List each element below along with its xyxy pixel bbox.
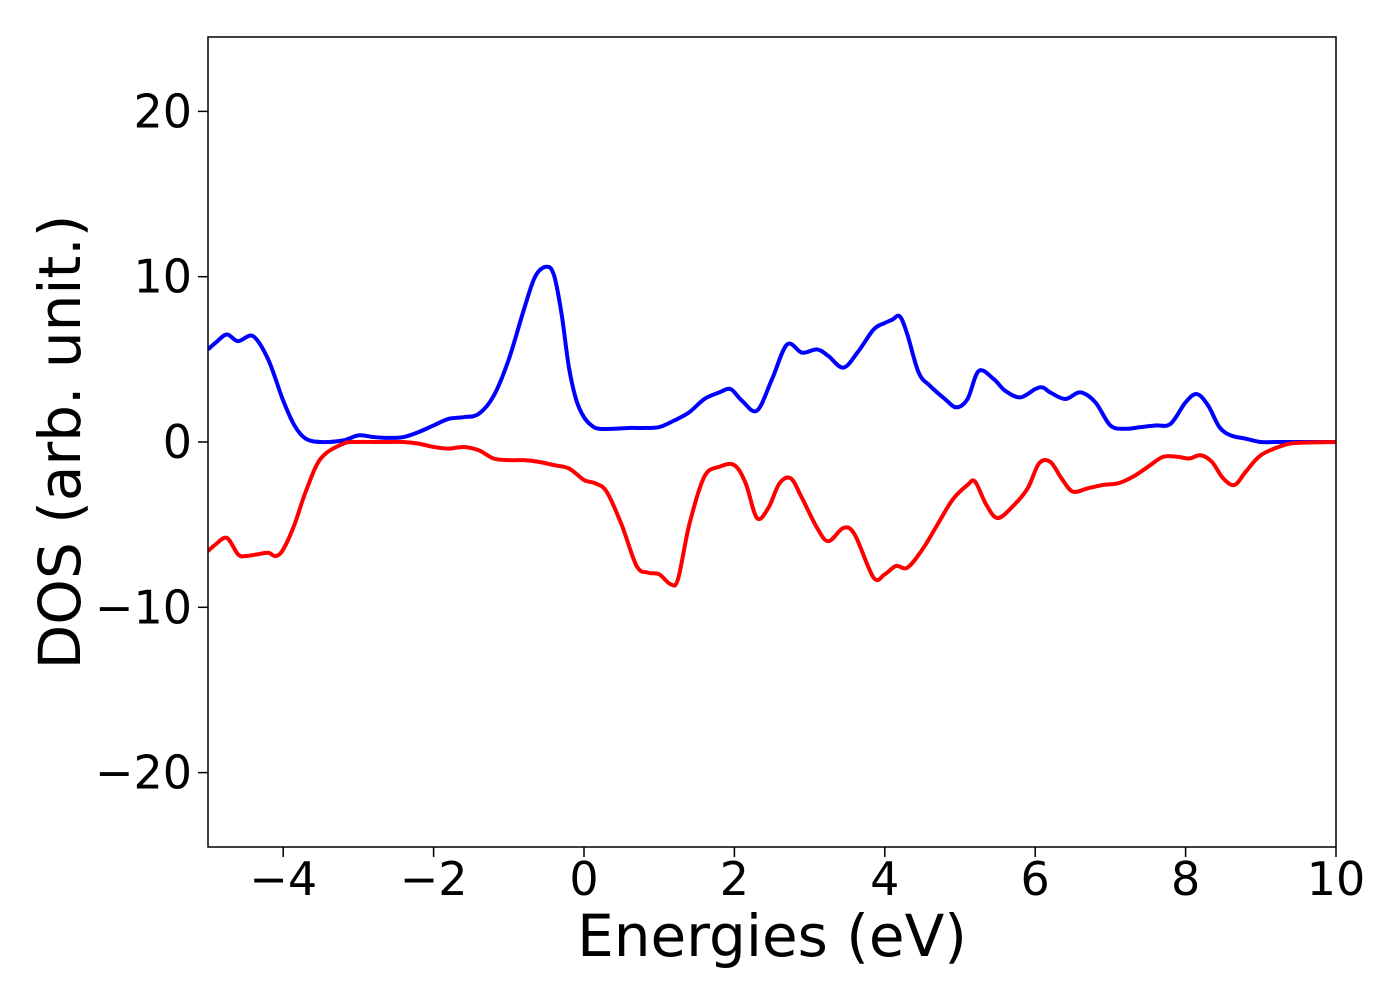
y-axis-label: DOS (arb. unit.) (26, 215, 94, 670)
x-tick-label: 2 (720, 852, 749, 906)
series-line-2 (208, 439, 1336, 588)
y-tick-label: 20 (133, 84, 192, 138)
x-tick-label: 8 (1171, 852, 1200, 906)
x-tick-label: 10 (1307, 852, 1366, 906)
x-tick-label: −4 (249, 852, 317, 906)
x-tick-label: −2 (400, 852, 468, 906)
y-tick-label: −20 (95, 746, 192, 800)
series-line-1 (208, 264, 1336, 445)
x-tick-label: 0 (569, 852, 598, 906)
y-axis: 20 10 0 −10 −20 (95, 84, 208, 800)
y-tick-label: −10 (95, 580, 192, 634)
x-axis-label: Energies (eV) (577, 902, 967, 970)
x-axis: −4 −2 0 2 4 6 8 10 (249, 847, 1365, 906)
series-layer (208, 264, 1336, 588)
x-tick-label: 4 (870, 852, 899, 906)
y-tick-label: 10 (133, 250, 192, 304)
x-tick-label: 6 (1021, 852, 1050, 906)
y-tick-label: 0 (163, 415, 192, 469)
